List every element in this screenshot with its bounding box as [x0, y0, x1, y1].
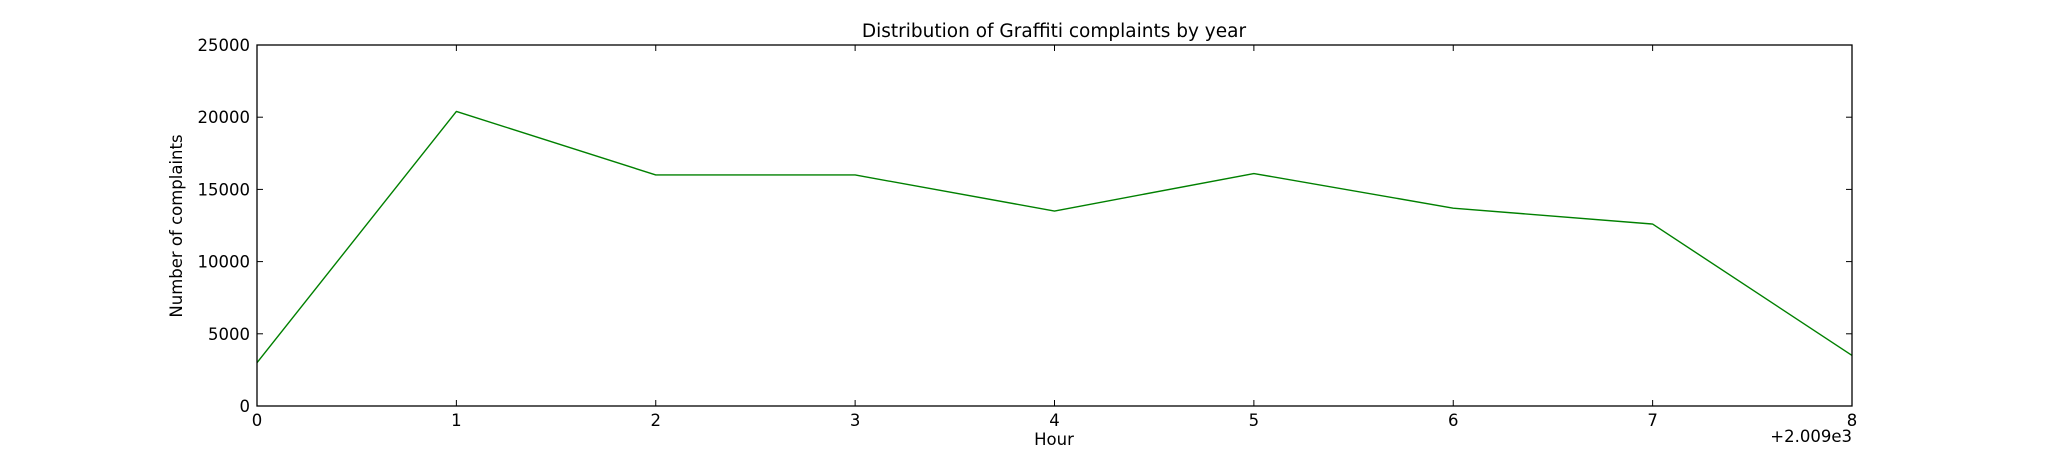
chart-title: Distribution of Graffiti complaints by y… — [862, 21, 1247, 42]
x-tick-label: 2 — [651, 411, 662, 430]
y-tick-label: 20000 — [198, 108, 251, 127]
y-tick-label: 15000 — [198, 180, 251, 199]
y-tick-label: 10000 — [198, 253, 251, 272]
series-layer — [256, 110, 1853, 364]
y-tick-label: 5000 — [208, 325, 250, 344]
y-tick-label: 25000 — [198, 36, 251, 55]
x-axis-label: Hour — [1034, 430, 1074, 449]
series-line — [256, 110, 1853, 364]
x-tick-label: 8 — [1847, 411, 1858, 430]
tick-layer: 0 1 2 3 4 5 6 7 8 0 5000 10000 15000 20000 25000 — [198, 36, 1858, 430]
x-tick-label: 0 — [252, 411, 263, 430]
x-tick-label: 4 — [1049, 411, 1060, 430]
x-tick-label: 6 — [1448, 411, 1459, 430]
x-tick-label: 3 — [850, 411, 861, 430]
x-tick-label: 7 — [1647, 411, 1658, 430]
x-tick-label: 5 — [1249, 411, 1260, 430]
x-tick-label: 1 — [451, 411, 462, 430]
y-tick-label: 0 — [240, 397, 251, 416]
x-axis-offset-label: +2.009e3 — [1770, 427, 1852, 446]
y-axis-label: Number of complaints — [167, 134, 186, 317]
plot-frame — [256, 44, 1853, 407]
